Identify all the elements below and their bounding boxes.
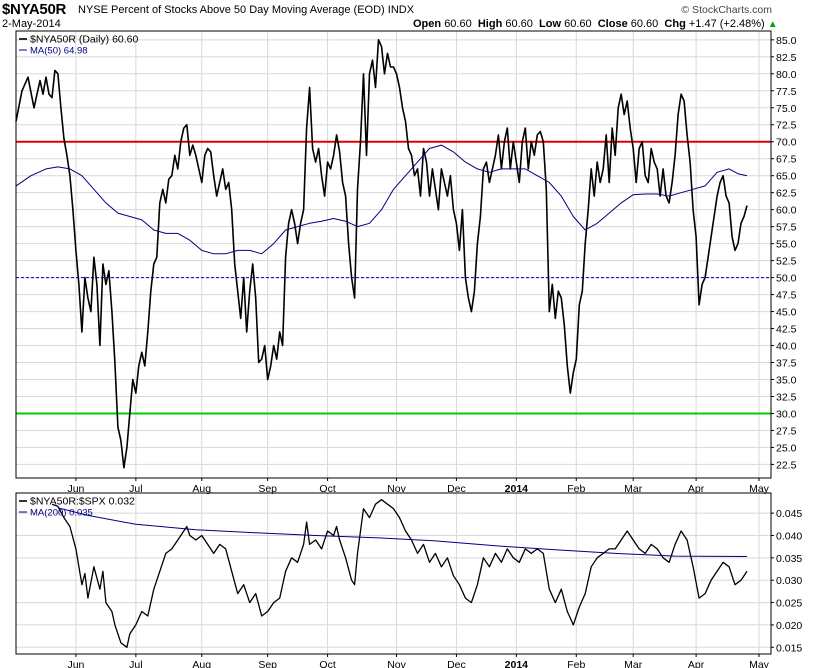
- x-tick-label: Aug: [192, 659, 211, 668]
- y-tick-label: 75.0: [776, 103, 797, 115]
- symbol-description: NYSE Percent of Stocks Above 50 Day Movi…: [78, 4, 414, 16]
- series-line--nya50r-spx: [51, 499, 748, 648]
- y-tick-label: 0.020: [776, 620, 802, 632]
- x-tick-label: 2014: [505, 483, 529, 495]
- y-tick-label: 30.0: [776, 408, 797, 420]
- x-tick-label: 2014: [505, 659, 529, 668]
- x-tick-label: Apr: [688, 659, 705, 668]
- series-line-ma-50-: [15, 144, 748, 255]
- y-tick-label: 77.5: [776, 86, 797, 98]
- legend-label: MA(50) 64.98: [30, 46, 88, 57]
- legend-label: MA(200) 0.035: [30, 508, 93, 519]
- series-line--nya50r: [15, 39, 748, 469]
- y-tick-label: 0.045: [776, 508, 802, 520]
- y-tick-label: 40.0: [776, 341, 797, 353]
- x-tick-label: May: [749, 659, 770, 668]
- panel-frame: [15, 30, 772, 479]
- symbol-title: $NYA50R: [2, 1, 67, 18]
- x-tick-label: Jun: [67, 483, 84, 495]
- y-tick-label: 62.5: [776, 188, 797, 200]
- y-tick-label: 25.0: [776, 442, 797, 454]
- x-tick-label: Nov: [387, 483, 406, 495]
- up-arrow-icon: ▲: [767, 19, 778, 30]
- close-label: Close: [597, 18, 628, 30]
- x-tick-label: Oct: [319, 659, 335, 668]
- chg-label: Chg: [664, 18, 686, 30]
- exchange-label: INDX: [387, 4, 415, 16]
- x-tick-label: Dec: [447, 659, 466, 668]
- y-tick-label: 32.5: [776, 391, 797, 403]
- y-tick-label: 42.5: [776, 324, 797, 336]
- chart-header: $NYA50R NYSE Percent of Stocks Above 50 …: [0, 0, 820, 32]
- low-value: 60.60: [564, 18, 592, 30]
- y-tick-label: 47.5: [776, 290, 797, 302]
- x-tick-label: Jul: [129, 483, 142, 495]
- series-line-ma-200-: [57, 507, 748, 557]
- y-tick-label: 22.5: [776, 459, 797, 471]
- x-tick-label: May: [749, 483, 770, 495]
- x-tick-label: Feb: [567, 483, 585, 495]
- y-tick-label: 55.0: [776, 239, 797, 251]
- x-tick-label: Sep: [258, 483, 277, 495]
- x-tick-label: Dec: [447, 483, 466, 495]
- y-tick-label: 85.0: [776, 35, 797, 47]
- open-value: 60.60: [444, 18, 472, 30]
- y-tick-label: 57.5: [776, 222, 797, 234]
- y-tick-label: 0.035: [776, 553, 802, 565]
- y-tick-label: 70.0: [776, 137, 797, 149]
- y-tick-label: 37.5: [776, 358, 797, 370]
- legend-label: $NYA50R:$SPX 0.032: [30, 496, 135, 508]
- legend-label: $NYA50R (Daily) 60.60: [30, 34, 139, 46]
- x-tick-label: Feb: [567, 659, 585, 668]
- y-tick-label: 52.5: [776, 256, 797, 268]
- close-value: 60.60: [630, 18, 659, 30]
- high-label: High: [477, 18, 503, 30]
- high-value: 60.60: [505, 18, 533, 30]
- x-tick-label: Apr: [688, 483, 705, 495]
- y-tick-label: 0.030: [776, 575, 802, 587]
- x-tick-label: Nov: [387, 659, 406, 668]
- y-tick-label: 27.5: [776, 425, 797, 437]
- y-tick-label: 82.5: [776, 52, 797, 64]
- x-tick-label: Mar: [624, 659, 643, 668]
- y-tick-label: 65.0: [776, 171, 797, 183]
- x-tick-label: Oct: [319, 483, 335, 495]
- y-tick-label: 67.5: [776, 154, 797, 166]
- y-tick-label: 72.5: [776, 120, 797, 132]
- y-tick-label: 60.0: [776, 205, 797, 217]
- low-label: Low: [539, 18, 562, 30]
- y-tick-label: 80.0: [776, 69, 797, 81]
- open-label: Open: [413, 18, 442, 30]
- x-tick-label: Mar: [624, 483, 643, 495]
- x-tick-label: Sep: [258, 659, 277, 668]
- quote-summary: Open 60.60 High 60.60 Low 60.60 Close 60…: [413, 18, 778, 30]
- y-tick-label: 50.0: [776, 273, 797, 285]
- copyright-label: © StockCharts.com: [681, 4, 772, 16]
- y-tick-label: 35.0: [776, 374, 797, 386]
- x-tick-label: Jul: [129, 659, 142, 668]
- description-text: NYSE Percent of Stocks Above 50 Day Movi…: [78, 4, 385, 16]
- x-tick-label: Jun: [67, 659, 84, 668]
- y-tick-label: 0.025: [776, 598, 802, 610]
- x-tick-label: Aug: [192, 483, 211, 495]
- y-tick-label: 45.0: [776, 307, 797, 319]
- panel-frame: [15, 492, 772, 655]
- chg-value: +1.47 (+2.48%): [688, 18, 765, 30]
- chart-date: 2-May-2014: [2, 18, 61, 30]
- y-tick-label: 0.015: [776, 642, 802, 654]
- y-tick-label: 0.040: [776, 530, 802, 542]
